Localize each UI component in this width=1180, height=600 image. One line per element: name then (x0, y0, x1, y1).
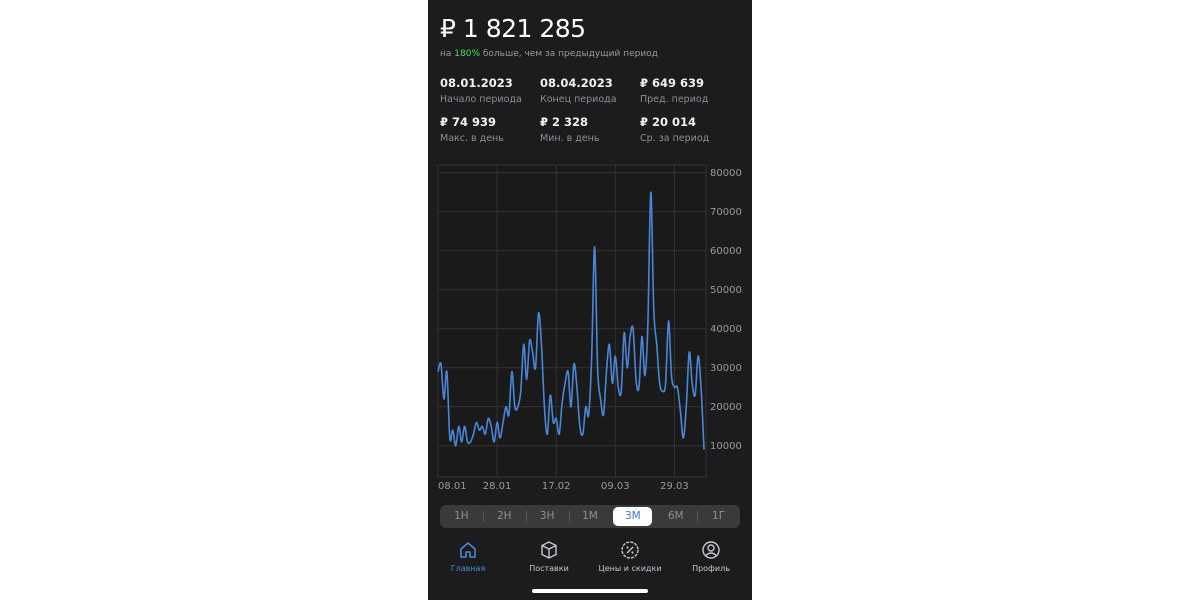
x-tick-label: 28.01 (483, 481, 512, 492)
y-tick-label: 50000 (710, 285, 742, 296)
stat-value: 08.04.2023 (540, 76, 613, 90)
stat-label: Пред. период (640, 94, 709, 105)
change-note: на 180% больше, чем за предыдущий период (440, 49, 658, 59)
separator (568, 511, 570, 522)
x-tick-label: 08.01 (438, 481, 467, 492)
stat: ₽ 20 014 Ср. за период (640, 115, 740, 144)
y-tick-label: 60000 (710, 246, 742, 257)
period-option[interactable]: 1Г (712, 510, 726, 522)
stat-label: Мин. в день (540, 133, 600, 144)
stat-label: Ср. за период (640, 133, 710, 144)
period-option[interactable]: 2Н (496, 510, 512, 522)
change-suffix: больше, чем за предыдущий период (480, 49, 658, 59)
stat: ₽ 2 328 Мин. в день (540, 115, 640, 144)
tab-label: Главная (450, 564, 486, 573)
discount-icon (621, 541, 639, 559)
tab-label: Цены и скидки (598, 564, 662, 573)
period-option[interactable]: 3Н (539, 510, 555, 522)
stat-value: ₽ 74 939 (440, 115, 497, 129)
stat-value: ₽ 20 014 (640, 115, 697, 129)
change-prefix: на (440, 49, 455, 59)
tab-label: Профиль (692, 564, 730, 573)
profile-icon (702, 541, 720, 559)
line (437, 191, 705, 450)
total-amount: ₽ 1 821 285 (440, 14, 586, 43)
separator (525, 511, 527, 522)
tab[interactable]: Главная (428, 540, 508, 573)
separator (482, 511, 484, 522)
stat: 08.04.2023 Конец периода (540, 76, 640, 105)
y-tick-label: 30000 (710, 363, 742, 374)
x-tick-label: 17.02 (542, 481, 571, 492)
tab[interactable]: Поставки (509, 540, 589, 573)
period-option[interactable]: 1Н (454, 510, 469, 522)
chart: 10000 20000 30000 40000 50000 60000 70000 80000… (437, 164, 742, 492)
y-tick-label: 80000 (710, 168, 742, 179)
box-icon (541, 541, 557, 559)
stat: 08.01.2023 Начало периода (440, 76, 540, 105)
x-tick-label: 09.03 (601, 481, 630, 492)
tab[interactable]: Цены и скидки (590, 540, 670, 573)
period-selector: 1Н 2Н 3Н 1М 3М 6М 1Г (440, 505, 740, 528)
tab-label: Поставки (529, 564, 569, 573)
change-percent: 180% (454, 49, 480, 59)
y-tick-label: 10000 (710, 441, 742, 452)
stat-label: Макс. в день (440, 133, 504, 144)
stat-value: ₽ 2 328 (540, 115, 589, 129)
y-tick-label: 40000 (710, 324, 742, 335)
tab[interactable]: Профиль (671, 540, 751, 573)
period-option[interactable]: 3М (613, 507, 653, 526)
x-tick-label: 29.03 (660, 481, 689, 492)
stat-value: ₽ 649 639 (640, 76, 705, 90)
y-tick-label: 20000 (710, 402, 742, 413)
y-tick-label: 70000 (710, 207, 742, 218)
stat: ₽ 649 639 Пред. период (640, 76, 740, 105)
home-indicator (532, 589, 648, 593)
period-option[interactable]: 6М (667, 510, 684, 522)
stat-label: Начало периода (440, 94, 522, 105)
stat-label: Конец периода (540, 94, 617, 105)
stat: ₽ 74 939 Макс. в день (440, 115, 540, 144)
separator (697, 511, 699, 522)
stat-value: 08.01.2023 (440, 76, 513, 90)
period-option[interactable]: 1М (582, 510, 598, 522)
phone-screen: ₽ 1 821 285 на 180% больше, чем за преды… (428, 0, 752, 600)
plot-area (437, 164, 707, 478)
home-icon (460, 542, 476, 558)
